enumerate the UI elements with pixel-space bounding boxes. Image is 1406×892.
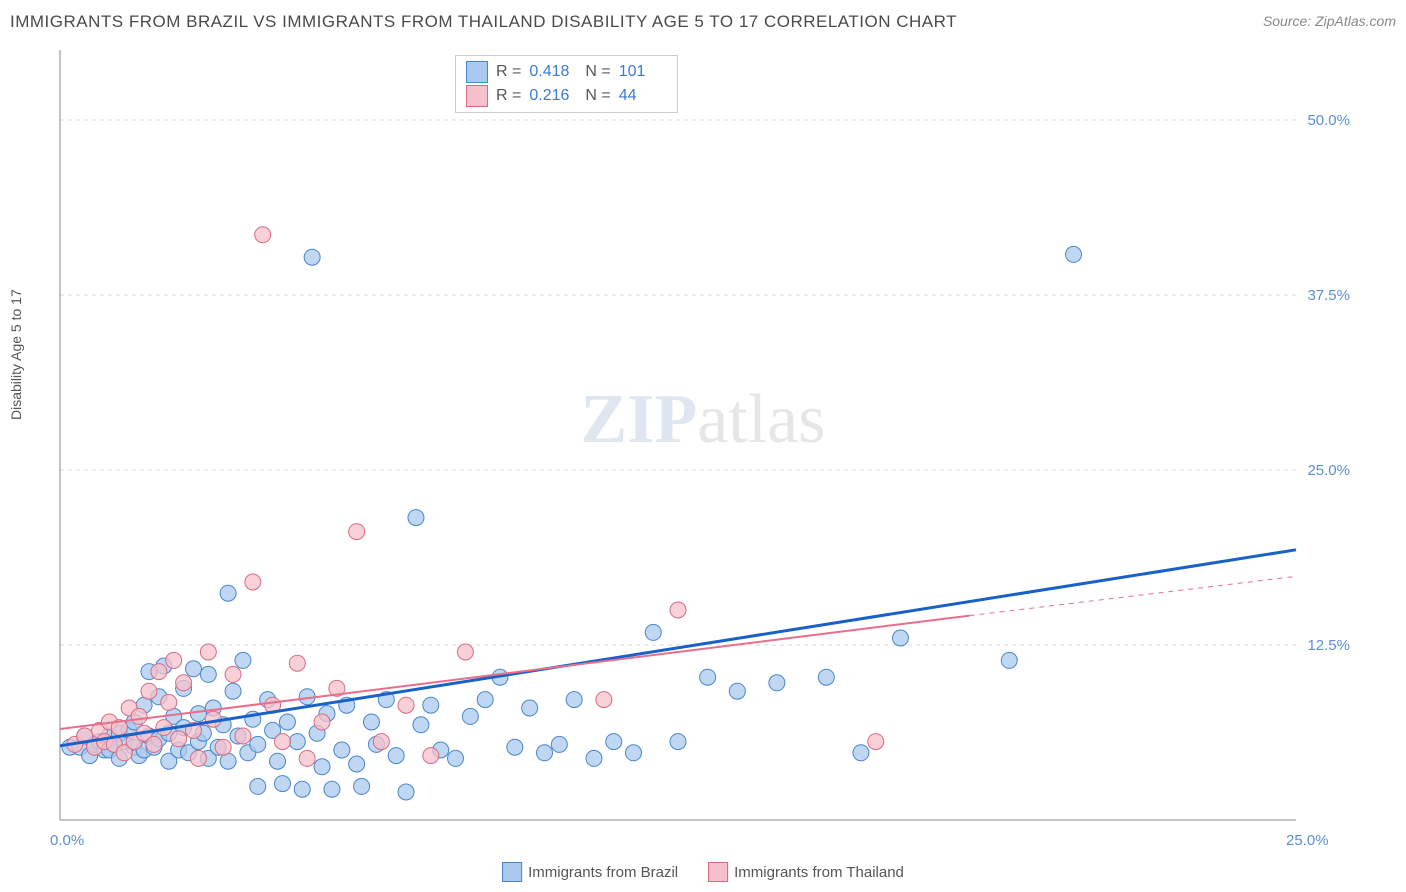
r-label-brazil: R = — [496, 60, 521, 84]
y-tick-label: 25.0% — [1307, 462, 1350, 479]
swatch-brazil-icon — [466, 61, 488, 83]
x-tick-label: 25.0% — [1286, 832, 1329, 849]
r-value-thailand: 0.216 — [529, 84, 577, 108]
y-tick-label: 50.0% — [1307, 112, 1350, 129]
source-text: Source: ZipAtlas.com — [1263, 13, 1396, 31]
y-tick-label: 37.5% — [1307, 287, 1350, 304]
source-value: ZipAtlas.com — [1315, 13, 1396, 29]
swatch-brazil-icon — [502, 862, 522, 882]
legend-item-brazil: Immigrants from Brazil — [502, 862, 678, 882]
source-label: Source: — [1263, 13, 1315, 29]
y-tick-label: 12.5% — [1307, 637, 1350, 654]
legend-row-thailand: R = 0.216 N = 44 — [466, 84, 667, 108]
scatter-chart: 12.5%25.0%37.5%50.0%0.0%25.0% — [48, 50, 1348, 840]
n-label-brazil: N = — [585, 60, 610, 84]
swatch-thailand-icon — [466, 85, 488, 107]
n-value-brazil: 101 — [619, 60, 667, 84]
chart-svg — [48, 50, 1348, 840]
series-legend: Immigrants from Brazil Immigrants from T… — [502, 862, 904, 882]
swatch-thailand-icon — [708, 862, 728, 882]
n-label-thailand: N = — [585, 84, 610, 108]
correlation-legend: R = 0.418 N = 101 R = 0.216 N = 44 — [455, 55, 678, 113]
r-label-thailand: R = — [496, 84, 521, 108]
legend-label-thailand: Immigrants from Thailand — [734, 864, 904, 881]
r-value-brazil: 0.418 — [529, 60, 577, 84]
y-axis-label: Disability Age 5 to 17 — [8, 289, 24, 420]
chart-title: IMMIGRANTS FROM BRAZIL VS IMMIGRANTS FRO… — [10, 12, 957, 32]
x-tick-label: 0.0% — [50, 832, 84, 849]
n-value-thailand: 44 — [619, 84, 667, 108]
legend-label-brazil: Immigrants from Brazil — [528, 864, 678, 881]
legend-item-thailand: Immigrants from Thailand — [708, 862, 904, 882]
legend-row-brazil: R = 0.418 N = 101 — [466, 60, 667, 84]
